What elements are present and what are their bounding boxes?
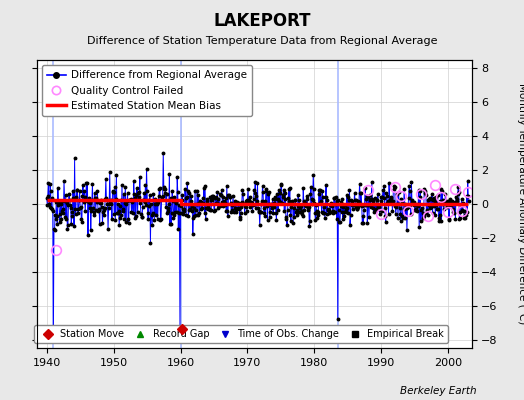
Text: Difference of Station Temperature Data from Regional Average: Difference of Station Temperature Data f… [87, 36, 437, 46]
Y-axis label: Monthly Temperature Anomaly Difference (°C): Monthly Temperature Anomaly Difference (… [517, 83, 524, 325]
Text: Berkeley Earth: Berkeley Earth [400, 386, 477, 396]
Text: LAKEPORT: LAKEPORT [213, 12, 311, 30]
Legend: Station Move, Record Gap, Time of Obs. Change, Empirical Break: Station Move, Record Gap, Time of Obs. C… [34, 325, 448, 343]
